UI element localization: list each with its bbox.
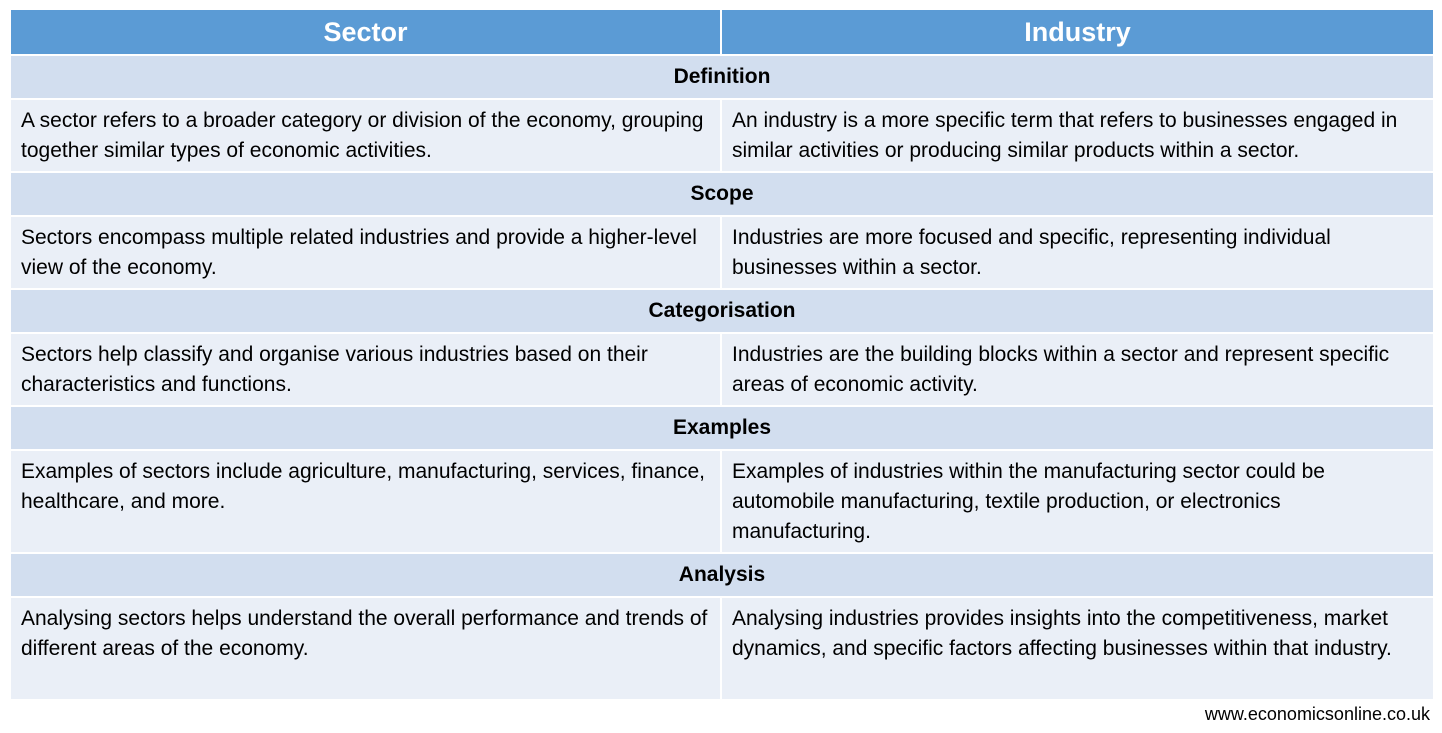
category-label: Scope xyxy=(9,171,1435,217)
sector-cell: Sectors encompass multiple related indus… xyxy=(9,215,722,290)
sector-cell: A sector refers to a broader category or… xyxy=(9,98,722,173)
source-footer: www.economicsonline.co.uk xyxy=(1204,704,1430,724)
category-row-analysis: Analysis xyxy=(9,552,1435,598)
category-row-examples: Examples xyxy=(9,405,1435,451)
category-label: Definition xyxy=(9,54,1435,100)
sector-cell: Examples of sectors include agriculture,… xyxy=(9,449,722,554)
industry-cell: Analysing industries provides insights i… xyxy=(720,596,1435,701)
table-row: Sectors help classify and organise vario… xyxy=(9,332,1435,407)
sector-cell: Analysing sectors helps understand the o… xyxy=(9,596,722,701)
industry-cell: An industry is a more specific term that… xyxy=(720,98,1435,173)
sector-cell: Sectors help classify and organise vario… xyxy=(9,332,722,407)
header-sector: Sector xyxy=(9,8,722,56)
table-row: Analysing sectors helps understand the o… xyxy=(9,596,1435,701)
industry-cell: Industries are the building blocks withi… xyxy=(720,332,1435,407)
category-row-categorisation: Categorisation xyxy=(9,288,1435,334)
table-row: Examples of sectors include agriculture,… xyxy=(9,449,1435,554)
header-industry: Industry xyxy=(720,8,1435,56)
category-label: Examples xyxy=(9,405,1435,451)
comparison-table: Sector Industry Definition A sector refe… xyxy=(9,8,1435,701)
category-label: Analysis xyxy=(9,552,1435,598)
category-label: Categorisation xyxy=(9,288,1435,334)
category-row-definition: Definition xyxy=(9,54,1435,100)
industry-cell: Industries are more focused and specific… xyxy=(720,215,1435,290)
table-row: A sector refers to a broader category or… xyxy=(9,98,1435,173)
table-row: Sectors encompass multiple related indus… xyxy=(9,215,1435,290)
header-row: Sector Industry xyxy=(9,8,1435,56)
category-row-scope: Scope xyxy=(9,171,1435,217)
industry-cell: Examples of industries within the manufa… xyxy=(720,449,1435,554)
